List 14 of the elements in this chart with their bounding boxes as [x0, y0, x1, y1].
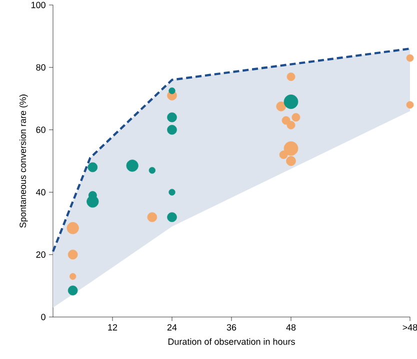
x-tick-label: >48 [402, 324, 417, 331]
y-tick-label: 60 [36, 126, 46, 133]
y-tick-label: 20 [36, 251, 46, 258]
x-tick-label: 24 [167, 324, 177, 330]
line-series [52, 48, 412, 253]
y-axis-title: Spontaneous conversion rare (%) [19, 94, 28, 228]
x-tick-label: 48 [286, 324, 296, 331]
y-tick-label: 80 [36, 64, 46, 71]
x-tick-label: 36 [226, 324, 236, 331]
x-tick-label: 12 [108, 324, 118, 330]
x-axis-title: Duration of observation in hours [168, 338, 295, 345]
y-tick-label: 0 [41, 314, 46, 320]
y-tick-label: 40 [36, 189, 46, 196]
y-tick-label: 100 [31, 2, 46, 8]
